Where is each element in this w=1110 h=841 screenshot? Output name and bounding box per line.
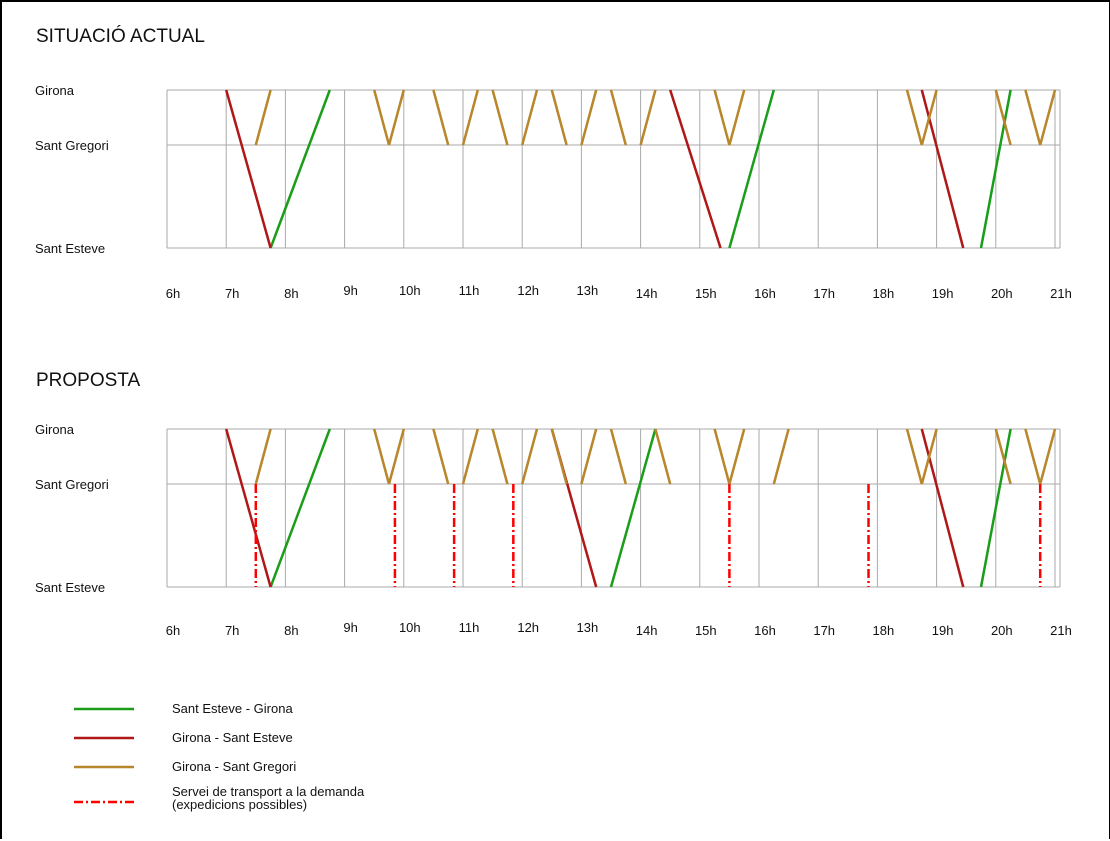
trip-girona-sant-gregori	[372, 428, 391, 485]
hour-tick-label: 12h	[517, 620, 539, 635]
trip-girona-sant-gregori	[491, 89, 509, 146]
trip-sant-esteve-girona	[728, 89, 776, 249]
hour-tick-label: 20h	[991, 286, 1013, 301]
hour-tick-label: 9h	[343, 283, 357, 298]
hour-tick-label: 14h	[636, 623, 658, 638]
hour-tick-label: 8h	[284, 623, 298, 638]
hour-tick-label: 13h	[577, 620, 599, 635]
hour-tick-label: 18h	[873, 286, 895, 301]
trip-girona-sant-gregori	[905, 428, 924, 485]
trip-girona-sant-gregori	[254, 89, 272, 146]
hour-tick-label: 11h	[459, 620, 480, 635]
trip-girona-sant-gregori	[728, 89, 746, 146]
trip-girona-sant-gregori	[609, 89, 628, 146]
station-label: Sant Esteve	[35, 580, 105, 595]
station-label: Girona	[35, 422, 75, 437]
trip-girona-sant-gregori	[1024, 428, 1042, 485]
trip-girona-sant-gregori	[920, 428, 938, 485]
legend-label: Girona - Sant Gregori	[172, 759, 296, 774]
trip-girona-sant-gregori	[994, 89, 1012, 146]
station-label: Sant Gregori	[35, 477, 109, 492]
legend-label: Sant Esteve - Girona	[172, 701, 293, 716]
trip-girona-sant-gregori	[550, 428, 568, 485]
hour-tick-label: 14h	[636, 286, 658, 301]
trip-girona-sant-gregori	[372, 89, 391, 146]
trip-sant-esteve-girona	[269, 428, 331, 588]
trip-girona-sant-gregori	[580, 428, 598, 485]
section-title-actual: SITUACIÓ ACTUAL	[36, 25, 205, 47]
trip-girona-sant-gregori	[461, 428, 480, 485]
trip-girona-sant-esteve	[669, 89, 722, 249]
station-label: Sant Gregori	[35, 138, 109, 153]
hour-tick-label: 16h	[754, 286, 776, 301]
trip-girona-sant-gregori	[920, 89, 938, 146]
trip-girona-sant-esteve	[920, 89, 965, 249]
hour-tick-label: 13h	[577, 283, 599, 298]
legend-label: Girona - Sant Esteve	[172, 730, 293, 745]
trip-girona-sant-gregori	[994, 428, 1012, 485]
trip-girona-sant-gregori	[713, 89, 731, 146]
trip-girona-sant-gregori	[432, 428, 450, 485]
trip-girona-sant-gregori	[254, 428, 272, 485]
trip-girona-sant-gregori	[654, 428, 672, 485]
trip-girona-sant-gregori	[520, 89, 539, 146]
hour-tick-label: 11h	[459, 283, 480, 298]
trip-sant-esteve-girona	[979, 428, 1012, 588]
trip-girona-sant-gregori	[772, 428, 790, 485]
hour-tick-label: 19h	[932, 286, 954, 301]
trip-girona-sant-gregori	[580, 89, 598, 146]
trip-girona-sant-esteve	[920, 428, 965, 588]
trip-sant-esteve-girona	[979, 89, 1012, 249]
trip-girona-sant-esteve	[224, 428, 272, 588]
hour-tick-label: 20h	[991, 623, 1013, 638]
hour-tick-label: 8h	[284, 286, 298, 301]
legend-label: Servei de transport a la demanda	[172, 784, 365, 799]
trip-girona-sant-gregori	[387, 428, 406, 485]
trip-girona-sant-gregori	[520, 428, 539, 485]
hour-tick-label: 21h	[1050, 286, 1072, 301]
trip-girona-sant-gregori	[432, 89, 450, 146]
trip-girona-sant-gregori	[728, 428, 746, 485]
trip-sant-esteve-girona	[609, 428, 657, 588]
trip-girona-sant-gregori	[609, 428, 628, 485]
trip-sant-esteve-girona	[269, 89, 331, 249]
trip-girona-sant-gregori	[639, 89, 657, 146]
hour-tick-label: 7h	[225, 286, 239, 301]
hour-tick-label: 10h	[399, 283, 421, 298]
station-label: Girona	[35, 83, 75, 98]
hour-tick-label: 10h	[399, 620, 421, 635]
trip-girona-sant-gregori	[713, 428, 731, 485]
hour-tick-label: 15h	[695, 623, 717, 638]
hour-tick-label: 18h	[873, 623, 895, 638]
hour-tick-label: 19h	[932, 623, 954, 638]
trip-girona-sant-gregori	[550, 89, 568, 146]
trip-girona-sant-gregori	[1038, 428, 1057, 485]
trip-girona-sant-gregori	[491, 428, 509, 485]
hour-tick-label: 15h	[695, 286, 717, 301]
station-label: Sant Esteve	[35, 241, 105, 256]
hour-tick-label: 7h	[225, 623, 239, 638]
hour-tick-label: 9h	[343, 620, 357, 635]
hour-tick-label: 17h	[813, 623, 835, 638]
trip-girona-sant-gregori	[905, 89, 924, 146]
trip-girona-sant-esteve	[224, 89, 272, 249]
hour-tick-label: 6h	[166, 286, 180, 301]
section-title-proposal: PROPOSTA	[36, 370, 140, 391]
trip-girona-sant-gregori	[387, 89, 406, 146]
hour-tick-label: 6h	[166, 623, 180, 638]
hour-tick-label: 12h	[517, 283, 539, 298]
trip-girona-sant-gregori	[1038, 89, 1057, 146]
hour-tick-label: 17h	[813, 286, 835, 301]
trip-girona-sant-gregori	[1024, 89, 1042, 146]
hour-tick-label: 16h	[754, 623, 776, 638]
trip-girona-sant-gregori	[461, 89, 480, 146]
hour-tick-label: 21h	[1050, 623, 1072, 638]
legend-label-note: (expedicions possibles)	[172, 797, 307, 812]
